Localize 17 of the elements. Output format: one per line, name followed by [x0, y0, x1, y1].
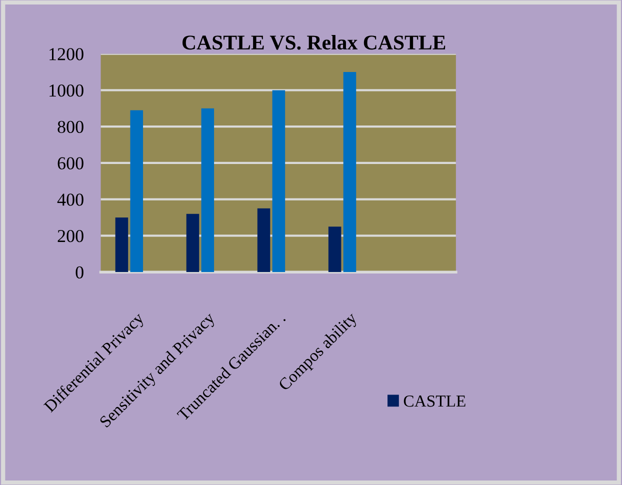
legend-label: CASTLE [404, 396, 466, 407]
bar [328, 226, 342, 272]
y-tick-label: 400 [57, 194, 84, 206]
y-tick-label: 600 [58, 157, 84, 170]
bar [272, 90, 286, 272]
y-tick-label: 200 [58, 230, 84, 242]
y-tick-label: 1200 [50, 48, 84, 60]
bar [201, 108, 214, 272]
bar [343, 72, 356, 272]
bar [257, 208, 270, 272]
bar [115, 218, 128, 272]
y-tick-label: 800 [58, 120, 84, 134]
y-tick-label: 1000 [50, 84, 84, 97]
chart-title: CASTLE VS. Relax CASTLE [182, 34, 446, 50]
bar [130, 110, 144, 272]
y-tick-label: 0 [76, 266, 84, 279]
bar [186, 214, 200, 272]
